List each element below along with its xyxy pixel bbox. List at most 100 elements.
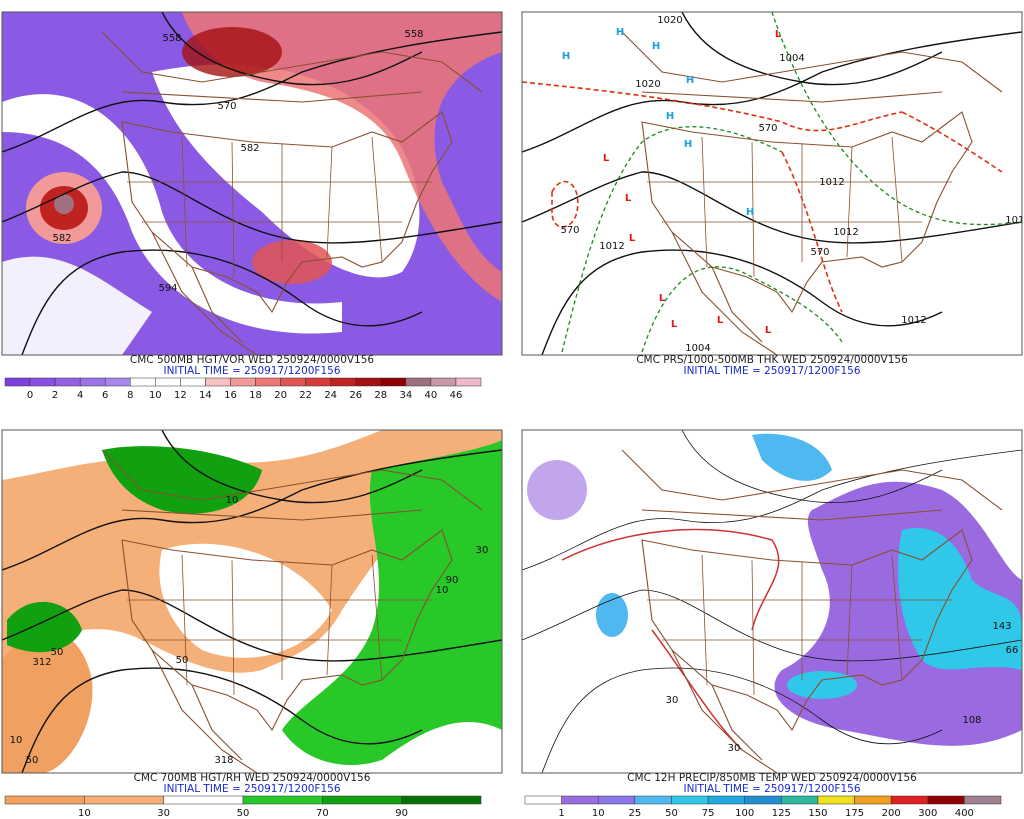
colorbar-box — [927, 795, 965, 805]
colorbar-label: 26 — [349, 390, 362, 401]
height-contour — [2, 31, 502, 153]
map-area: H H H H H H H L L L L L L L L 1020 1020 1004 1012 1012 1012 1… — [522, 12, 1022, 355]
colorbar-box — [280, 377, 306, 387]
contour-label: 90 — [446, 575, 459, 586]
high-marker: H — [746, 207, 754, 218]
low-marker: L — [603, 153, 610, 164]
colorbar-label: 0 — [27, 390, 33, 401]
precip-cyan — [596, 593, 628, 637]
colorbar-label: 400 — [955, 808, 974, 819]
contour-label: 1012 — [901, 315, 926, 326]
contour-label: 1012 — [819, 177, 844, 188]
contour-label: 108 — [962, 715, 981, 726]
high-marker: H — [616, 27, 624, 38]
contour-label: 30 — [728, 743, 741, 754]
map-frame — [521, 429, 1023, 774]
colorbar-box — [205, 377, 231, 387]
height-contour — [2, 449, 502, 571]
high-marker: H — [666, 111, 674, 122]
contour-label: 558 — [404, 29, 423, 40]
colorbar-label: 24 — [324, 390, 337, 401]
colorbar-label: 300 — [918, 808, 937, 819]
colorbar-box — [255, 377, 281, 387]
colorbar-box — [155, 377, 181, 387]
colorbar-label: 10 — [149, 390, 162, 401]
dry-orange — [2, 631, 93, 773]
colorbar-box — [180, 377, 206, 387]
contour-label: 582 — [240, 143, 259, 154]
colorbar-box — [781, 795, 819, 805]
precip-cyan — [787, 671, 857, 699]
height-contour — [161, 12, 423, 86]
map-frame — [1, 429, 503, 774]
contour-label: 66 — [1006, 645, 1019, 656]
contour-label: 318 — [214, 755, 233, 766]
precip-cyan — [898, 528, 1022, 670]
colorbar-label: 28 — [374, 390, 387, 401]
low-marker: L — [717, 315, 724, 326]
thickness-red — [901, 111, 1003, 173]
contour-label: 1012 — [599, 241, 624, 252]
colorbar-label: 125 — [772, 808, 791, 819]
colorbar-box — [305, 377, 331, 387]
thickness-red — [522, 81, 903, 132]
red-blob — [252, 240, 332, 284]
colorbar-label: 20 — [274, 390, 287, 401]
height-contour — [2, 171, 502, 244]
contour-label: 570 — [758, 123, 777, 134]
thickness-red — [781, 151, 843, 313]
low-marker: L — [625, 193, 632, 204]
colorbar-box — [597, 795, 636, 805]
contour-label: 312 — [32, 657, 51, 668]
state-borders — [127, 554, 432, 696]
low-marker: L — [765, 325, 772, 336]
high-marker: H — [562, 51, 570, 62]
thickness-green — [771, 12, 1022, 226]
colorbar-box — [817, 795, 855, 805]
height-contour — [21, 667, 423, 773]
colorbar-box — [524, 795, 562, 805]
colorbar-label: 8 — [127, 390, 133, 401]
colorbar-label: 14 — [199, 390, 212, 401]
contour-label: 10 — [226, 495, 239, 506]
high-marker: H — [652, 41, 660, 52]
colorbar-box — [230, 377, 256, 387]
high-marker: H — [684, 139, 692, 150]
contour-label: 570 — [217, 101, 236, 112]
colorbar-label: 10 — [78, 808, 91, 819]
colorbar-box — [355, 377, 382, 387]
colorbar-label: 150 — [808, 808, 827, 819]
low-marker: L — [659, 293, 666, 304]
colorbar-label: 50 — [237, 808, 250, 819]
colorbar-box — [671, 795, 709, 805]
colorbar-box — [242, 795, 323, 805]
colorbar-box — [79, 377, 106, 387]
colorbar-label: 75 — [702, 808, 715, 819]
map-caption: CMC PRS/1000-500MB THK WED 250924/0000V1… — [636, 354, 908, 366]
colorbar-box — [964, 795, 1002, 805]
thickness-green — [641, 266, 843, 353]
contour-label: 50 — [176, 655, 189, 666]
colorbar-label: 18 — [249, 390, 262, 401]
contour-label: 1004 — [685, 343, 710, 354]
white-region — [152, 64, 420, 278]
map-panel: 558 558 570 582 582 594 CMC 500MB HGT/VOR WED … — [1, 11, 503, 401]
map-caption: CMC 12H PRECIP/850MB TEMP WED 250924/000… — [627, 772, 917, 784]
contour-label: 558 — [162, 33, 181, 44]
contour-label: 50 — [51, 647, 64, 658]
state-borders — [647, 136, 952, 278]
contour-label: 1020 — [657, 15, 682, 26]
low-marker: L — [671, 319, 678, 330]
initial-time: INITIAL TIME = 250917/1200F156 — [163, 365, 340, 377]
colorbar-label: 200 — [882, 808, 901, 819]
moist-green — [282, 440, 502, 766]
colorbar-box — [380, 377, 407, 387]
colorbar-box — [707, 795, 745, 805]
colorbar-box — [561, 795, 599, 805]
height-contour — [161, 430, 423, 504]
white-clear — [159, 543, 332, 658]
state-borders — [647, 554, 952, 696]
colorbar-label: 30 — [157, 808, 170, 819]
colorbar-box — [634, 795, 672, 805]
